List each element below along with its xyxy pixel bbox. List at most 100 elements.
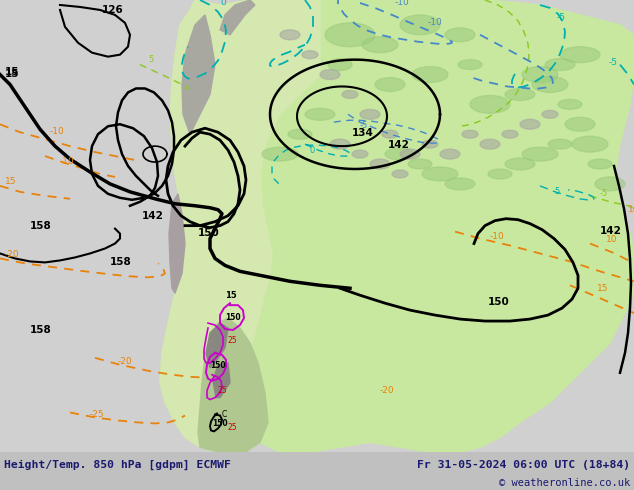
Ellipse shape: [325, 23, 375, 47]
Ellipse shape: [440, 149, 460, 159]
Ellipse shape: [392, 170, 408, 178]
Polygon shape: [160, 0, 634, 452]
Text: 142: 142: [600, 225, 622, 236]
Ellipse shape: [462, 130, 478, 138]
Text: 142: 142: [388, 140, 410, 150]
Ellipse shape: [505, 89, 535, 100]
Text: 0: 0: [220, 0, 226, 7]
Ellipse shape: [328, 59, 352, 71]
Text: 15: 15: [5, 69, 20, 78]
Ellipse shape: [375, 77, 405, 92]
Ellipse shape: [320, 70, 340, 79]
Ellipse shape: [505, 158, 535, 170]
Ellipse shape: [542, 110, 558, 118]
Ellipse shape: [370, 159, 390, 169]
Polygon shape: [160, 0, 320, 447]
Text: -20: -20: [380, 386, 394, 394]
Text: C: C: [222, 411, 227, 419]
Text: 25: 25: [228, 423, 238, 432]
Text: 150: 150: [210, 361, 226, 370]
Text: 5: 5: [148, 54, 153, 64]
Text: -10: -10: [395, 0, 410, 7]
Ellipse shape: [400, 15, 440, 35]
Ellipse shape: [502, 130, 518, 138]
Ellipse shape: [360, 109, 380, 119]
Ellipse shape: [302, 50, 318, 59]
Ellipse shape: [412, 67, 448, 82]
Text: -5: -5: [557, 13, 566, 22]
Ellipse shape: [588, 159, 612, 169]
Text: -10: -10: [490, 232, 505, 241]
Text: 10: 10: [628, 205, 634, 214]
Ellipse shape: [362, 37, 398, 53]
Ellipse shape: [520, 119, 540, 129]
Ellipse shape: [385, 148, 415, 160]
Text: © weatheronline.co.uk: © weatheronline.co.uk: [499, 478, 630, 488]
Polygon shape: [213, 363, 230, 397]
Ellipse shape: [545, 59, 575, 71]
Text: 158: 158: [30, 220, 52, 231]
Text: 15: 15: [5, 67, 20, 76]
Ellipse shape: [280, 30, 300, 40]
Text: 158: 158: [30, 325, 52, 335]
Text: 142: 142: [142, 211, 164, 220]
Ellipse shape: [548, 139, 572, 149]
Text: 150: 150: [198, 227, 220, 238]
Text: -5: -5: [600, 189, 608, 198]
Text: 0: 0: [310, 146, 315, 155]
Text: -5: -5: [360, 121, 368, 130]
Text: 10: 10: [606, 235, 618, 244]
Text: 126: 126: [102, 5, 124, 15]
Ellipse shape: [488, 169, 512, 179]
Text: 25: 25: [228, 336, 238, 345]
Text: -20: -20: [5, 250, 20, 259]
Ellipse shape: [305, 108, 335, 120]
Ellipse shape: [458, 60, 482, 70]
Ellipse shape: [595, 177, 625, 191]
Polygon shape: [198, 318, 268, 452]
Ellipse shape: [565, 117, 595, 131]
Text: Height/Temp. 850 hPa [gdpm] ECMWF: Height/Temp. 850 hPa [gdpm] ECMWF: [4, 460, 231, 470]
Text: -5: -5: [553, 187, 561, 196]
Ellipse shape: [445, 178, 475, 190]
Text: -5: -5: [609, 58, 618, 67]
Text: 158: 158: [110, 257, 132, 268]
Text: 150: 150: [212, 419, 228, 428]
Ellipse shape: [342, 91, 358, 98]
Ellipse shape: [422, 140, 438, 148]
Polygon shape: [182, 15, 215, 134]
Text: -10: -10: [50, 127, 65, 136]
Ellipse shape: [400, 149, 420, 159]
Ellipse shape: [288, 129, 312, 139]
Text: -20: -20: [118, 357, 133, 366]
Ellipse shape: [560, 47, 600, 63]
Ellipse shape: [522, 67, 558, 82]
Ellipse shape: [558, 99, 582, 109]
Text: 15: 15: [597, 284, 609, 293]
Text: 0: 0: [303, 0, 309, 2]
Polygon shape: [169, 194, 185, 293]
Ellipse shape: [262, 147, 298, 161]
Ellipse shape: [408, 159, 432, 169]
Ellipse shape: [422, 167, 458, 181]
Text: -10: -10: [60, 157, 75, 166]
Text: 15: 15: [225, 291, 236, 300]
Ellipse shape: [352, 150, 368, 158]
Text: Fr 31-05-2024 06:00 UTC (18+84): Fr 31-05-2024 06:00 UTC (18+84): [417, 460, 630, 470]
Text: 15: 15: [5, 177, 16, 186]
Ellipse shape: [480, 139, 500, 149]
Text: 134: 134: [352, 128, 374, 138]
Ellipse shape: [445, 28, 475, 42]
Ellipse shape: [382, 130, 398, 138]
Ellipse shape: [522, 147, 558, 161]
Polygon shape: [206, 323, 228, 368]
Ellipse shape: [330, 139, 350, 149]
Polygon shape: [220, 0, 255, 35]
Ellipse shape: [470, 96, 510, 113]
Ellipse shape: [572, 136, 608, 152]
Text: 150: 150: [225, 313, 241, 322]
Text: 150: 150: [488, 297, 510, 307]
Ellipse shape: [532, 76, 568, 93]
Text: -10: -10: [428, 18, 443, 27]
Text: 25: 25: [218, 386, 228, 394]
